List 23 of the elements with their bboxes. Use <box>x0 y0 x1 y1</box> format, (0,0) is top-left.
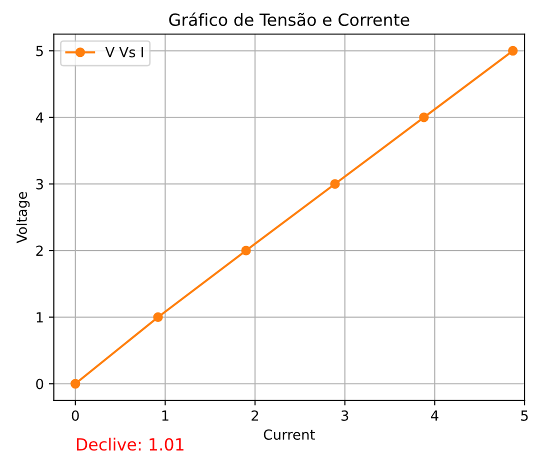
x-tick-label: 3 <box>342 410 348 421</box>
point <box>330 179 340 189</box>
x-axis-title: Current <box>264 429 315 440</box>
point <box>508 46 518 56</box>
y-tick-label: 2 <box>36 246 43 256</box>
point <box>241 246 251 256</box>
x-tick-label: 4 <box>430 410 438 421</box>
x-tick-label: 5 <box>521 410 528 421</box>
text: Declive: 1.01 <box>76 438 184 451</box>
x-tick-label: 1 <box>162 410 168 421</box>
point <box>70 378 80 389</box>
y-tick-label: 5 <box>36 46 43 56</box>
point <box>153 312 163 322</box>
chart-title: Gráfico de Tensão e Corrente <box>169 12 410 26</box>
y-axis-title: Voltage <box>16 192 30 244</box>
x-tick-label: 2 <box>252 410 258 421</box>
legend-label: V Vs I <box>105 47 143 58</box>
y-tick-label: 1 <box>36 312 43 322</box>
x-tick-label: 0 <box>72 410 79 421</box>
point <box>419 112 429 122</box>
y-tick-label: 4 <box>36 112 44 123</box>
y-tick-label: 3 <box>36 178 43 190</box>
y-tick-label: 0 <box>36 378 44 390</box>
